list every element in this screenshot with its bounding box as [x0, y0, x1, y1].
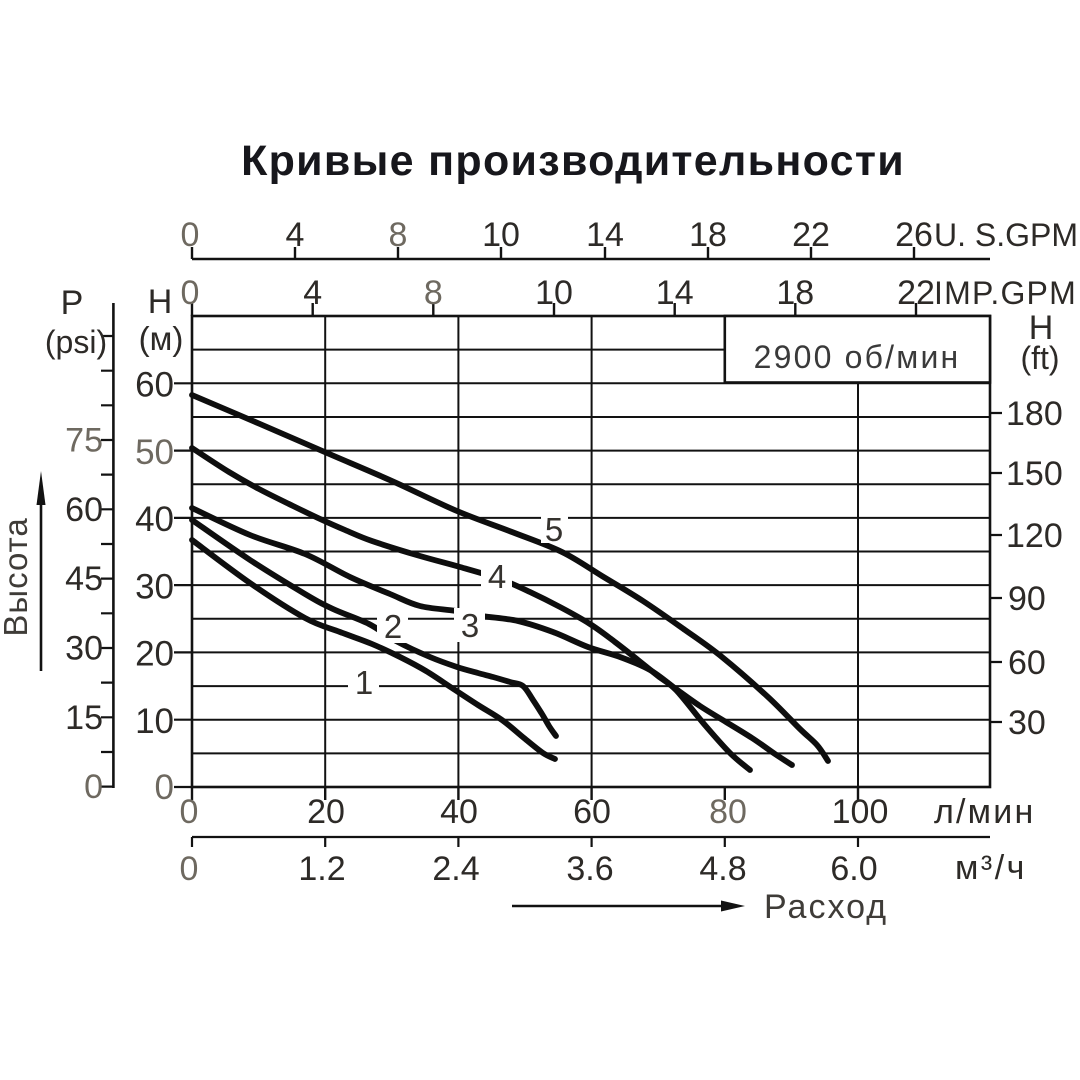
svg-text:22: 22 [897, 274, 935, 312]
svg-text:0: 0 [84, 768, 103, 806]
svg-text:Высота: Высота [0, 517, 34, 636]
svg-text:60: 60 [135, 366, 174, 405]
svg-text:150: 150 [1006, 455, 1063, 493]
svg-text:30: 30 [1008, 704, 1046, 742]
svg-text:26: 26 [895, 216, 933, 254]
svg-text:60: 60 [65, 491, 103, 529]
svg-text:60: 60 [1008, 644, 1046, 682]
svg-text:40: 40 [440, 793, 478, 831]
svg-text:м³/ч: м³/ч [955, 849, 1027, 887]
svg-text:5: 5 [545, 511, 563, 548]
svg-text:8: 8 [424, 274, 443, 312]
svg-text:0: 0 [181, 216, 200, 254]
svg-text:(psi): (psi) [45, 324, 107, 360]
svg-text:80: 80 [709, 793, 747, 831]
svg-text:1: 1 [355, 664, 373, 701]
svg-text:3: 3 [461, 607, 479, 644]
svg-text:Кривые производительности: Кривые производительности [241, 137, 905, 185]
svg-text:0: 0 [180, 850, 199, 888]
svg-text:(м): (м) [139, 320, 184, 357]
svg-text:30: 30 [135, 567, 174, 606]
svg-text:15: 15 [65, 699, 103, 737]
svg-text:14: 14 [656, 274, 694, 312]
svg-text:0: 0 [155, 768, 174, 807]
svg-text:120: 120 [1006, 517, 1063, 555]
svg-text:10: 10 [535, 274, 573, 312]
svg-text:10: 10 [135, 702, 174, 741]
svg-text:0: 0 [180, 793, 199, 831]
svg-text:4: 4 [488, 558, 506, 595]
svg-text:2900 об/мин: 2900 об/мин [754, 339, 961, 375]
svg-text:18: 18 [689, 216, 727, 254]
svg-text:6.0: 6.0 [830, 850, 877, 888]
svg-text:60: 60 [573, 793, 611, 831]
svg-text:2.4: 2.4 [432, 850, 479, 888]
svg-text:22: 22 [792, 216, 830, 254]
svg-text:1.2: 1.2 [298, 850, 345, 888]
svg-text:100: 100 [832, 793, 889, 831]
svg-text:180: 180 [1006, 395, 1063, 433]
svg-text:2: 2 [384, 608, 402, 645]
svg-text:45: 45 [65, 560, 103, 598]
svg-text:3.6: 3.6 [566, 850, 613, 888]
svg-text:75: 75 [65, 422, 103, 460]
svg-text:(ft): (ft) [1020, 340, 1059, 376]
svg-text:40: 40 [135, 500, 174, 539]
svg-text:50: 50 [135, 433, 174, 472]
svg-text:H: H [148, 283, 173, 321]
svg-text:IMP.GPM: IMP.GPM [934, 275, 1077, 311]
svg-text:Расход: Расход [764, 888, 888, 926]
svg-text:0: 0 [181, 274, 200, 312]
svg-text:U. S.GPM: U. S.GPM [934, 217, 1078, 253]
svg-text:4.8: 4.8 [699, 850, 746, 888]
svg-text:8: 8 [389, 216, 408, 254]
svg-text:30: 30 [65, 630, 103, 668]
svg-text:H: H [1029, 309, 1054, 347]
svg-text:л/мин: л/мин [934, 793, 1035, 831]
svg-text:10: 10 [482, 216, 520, 254]
svg-text:4: 4 [286, 216, 305, 254]
svg-text:18: 18 [776, 274, 814, 312]
svg-text:20: 20 [135, 635, 174, 674]
svg-text:14: 14 [586, 216, 624, 254]
svg-text:P: P [61, 284, 84, 322]
svg-text:20: 20 [307, 793, 345, 831]
svg-text:90: 90 [1008, 580, 1046, 618]
svg-text:4: 4 [303, 274, 322, 312]
